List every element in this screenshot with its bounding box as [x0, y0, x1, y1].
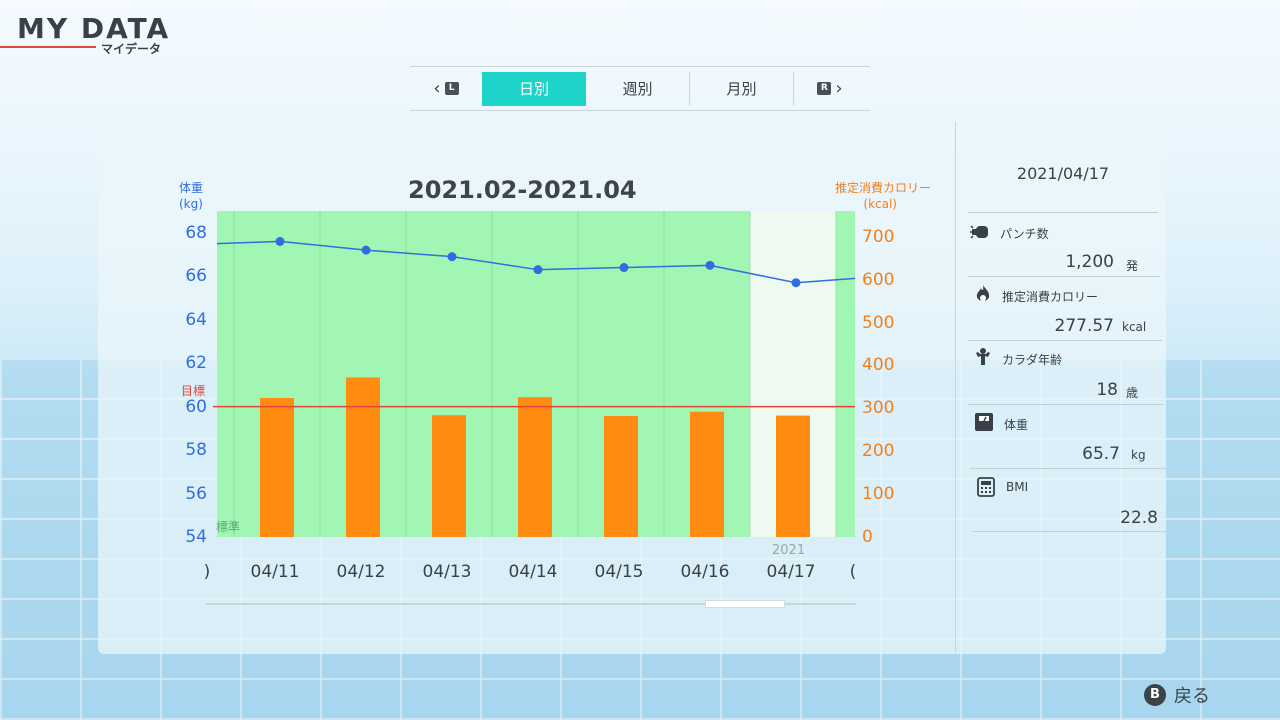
date-tick-label: 04/15 [594, 562, 644, 582]
weight-point-04/12 [361, 245, 371, 255]
body-age-value: 18 [1096, 380, 1118, 400]
calorie-bar-04/15 [604, 416, 638, 537]
back-label: 戻る [1174, 686, 1210, 707]
tab-prev-button[interactable]: ‹ L [410, 67, 482, 110]
chevron-right-icon: › [835, 78, 843, 99]
date-tick-label-edge: ) [203, 562, 211, 582]
l-button-icon: L [444, 82, 459, 95]
panel-divider [955, 122, 956, 652]
weight-point-04/17 [791, 278, 801, 288]
weight-axis-label-line2: (kg) [179, 197, 203, 211]
calorie-tick-label: 100 [862, 484, 895, 505]
goal-label: 目標 [181, 384, 206, 398]
weight-tick-label: 62 [185, 353, 207, 374]
weight-tick-label: 54 [185, 527, 207, 547]
calorie-tick-label: 500 [862, 312, 895, 333]
weight-tick-label: 60 [185, 396, 207, 417]
date-tick-label: 04/16 [680, 562, 730, 582]
weight-value: 65.7 [1082, 444, 1120, 464]
calorie-bar-04/12 [346, 377, 380, 537]
calorie-axis-label: 推定消費カロリー (kcal) [825, 180, 931, 212]
weight-label: 体重 [1004, 418, 1029, 432]
separator [968, 404, 1164, 405]
selected-date: 2021/04/17 [1016, 164, 1110, 183]
calorie-tick-label: 200 [862, 441, 895, 462]
weight-point-04/13 [447, 252, 457, 262]
standard-label: 標準 [216, 520, 241, 534]
date-tick-label: 04/17 [766, 562, 816, 582]
weight-axis-label: 体重 (kg) [179, 180, 203, 212]
calorie-axis-label-line1: 推定消費カロリー [834, 181, 931, 195]
tab-monthly[interactable]: 月別 [690, 71, 794, 106]
calories-label: 推定消費カロリー [1002, 290, 1099, 304]
separator [968, 276, 1160, 277]
b-button-icon: B [1144, 684, 1166, 706]
chart-title: 2021.02-2021.04 [408, 176, 637, 204]
date-tick-label: 04/11 [250, 562, 300, 582]
weight-point-04/16 [705, 260, 715, 270]
weight-point-04/15 [619, 263, 629, 273]
calorie-bar-04/16 [690, 411, 724, 537]
tab-next-button[interactable]: R › [794, 67, 866, 110]
calorie-tick-label: 0 [862, 527, 873, 547]
calculator-icon [977, 477, 995, 497]
period-tabbar: ‹ L 日別 週別 月別 R › [410, 66, 870, 111]
year-label: 2021 [772, 543, 806, 558]
page-title: MY DATA [17, 12, 171, 45]
date-tick-label: 04/13 [422, 562, 472, 582]
punches-unit: 発 [1126, 259, 1139, 273]
weight-point-04/14 [533, 265, 543, 275]
back-button[interactable]: B 戻る [1144, 682, 1210, 708]
calorie-axis-label-line2: (kcal) [863, 197, 897, 211]
boxing-glove-icon [970, 225, 988, 239]
page-subtitle: マイデータ [101, 42, 162, 56]
flexing-person-icon [976, 348, 990, 365]
punches-value: 1,200 [1065, 252, 1114, 272]
date-tick-label: 04/14 [508, 562, 558, 582]
body-age-unit: 歳 [1126, 386, 1139, 400]
calorie-tick-label: 700 [862, 226, 895, 247]
separator [968, 212, 1158, 213]
title-underline [0, 46, 96, 48]
calorie-tick-label: 400 [862, 355, 895, 376]
calorie-tick-label: 300 [862, 398, 895, 419]
chevron-left-icon: ‹ [433, 78, 441, 99]
calorie-bar-04/13 [432, 415, 466, 537]
calorie-tick-label: 600 [862, 269, 895, 290]
weight-point-04/11 [275, 236, 285, 246]
date-tick-label: 04/12 [336, 562, 386, 582]
bmi-value: 22.8 [1120, 508, 1158, 528]
chart-scrollbar-track[interactable] [206, 603, 856, 605]
calories-unit: kcal [1122, 320, 1147, 334]
weight-tick-label: 58 [185, 440, 207, 461]
calories-value: 277.57 [1054, 316, 1114, 336]
weight-unit: kg [1131, 448, 1146, 462]
body-age-label: カラダ年齢 [1002, 353, 1063, 367]
r-button-icon: R [817, 82, 832, 95]
calorie-bar-04/17 [776, 415, 810, 537]
punches-label: パンチ数 [1000, 227, 1049, 241]
weight-axis-label-line1: 体重 [179, 181, 204, 195]
calorie-bar-04/11 [260, 398, 294, 537]
weight-tick-label: 56 [185, 483, 207, 504]
bmi-label: BMI [1006, 480, 1029, 494]
date-tick-label-edge: ( [849, 562, 857, 582]
tab-daily[interactable]: 日別 [482, 71, 586, 106]
scale-icon [975, 413, 993, 431]
weight-tick-label: 64 [185, 309, 207, 330]
flame-icon [976, 285, 990, 301]
calorie-bar-04/14 [518, 397, 552, 537]
weight-tick-label: 66 [185, 266, 207, 287]
separator [972, 531, 1168, 532]
tab-weekly[interactable]: 週別 [586, 71, 690, 106]
separator [970, 468, 1166, 469]
weight-tick-label: 68 [185, 222, 207, 243]
separator [968, 340, 1162, 341]
chart-scrollbar-thumb[interactable] [705, 600, 785, 608]
